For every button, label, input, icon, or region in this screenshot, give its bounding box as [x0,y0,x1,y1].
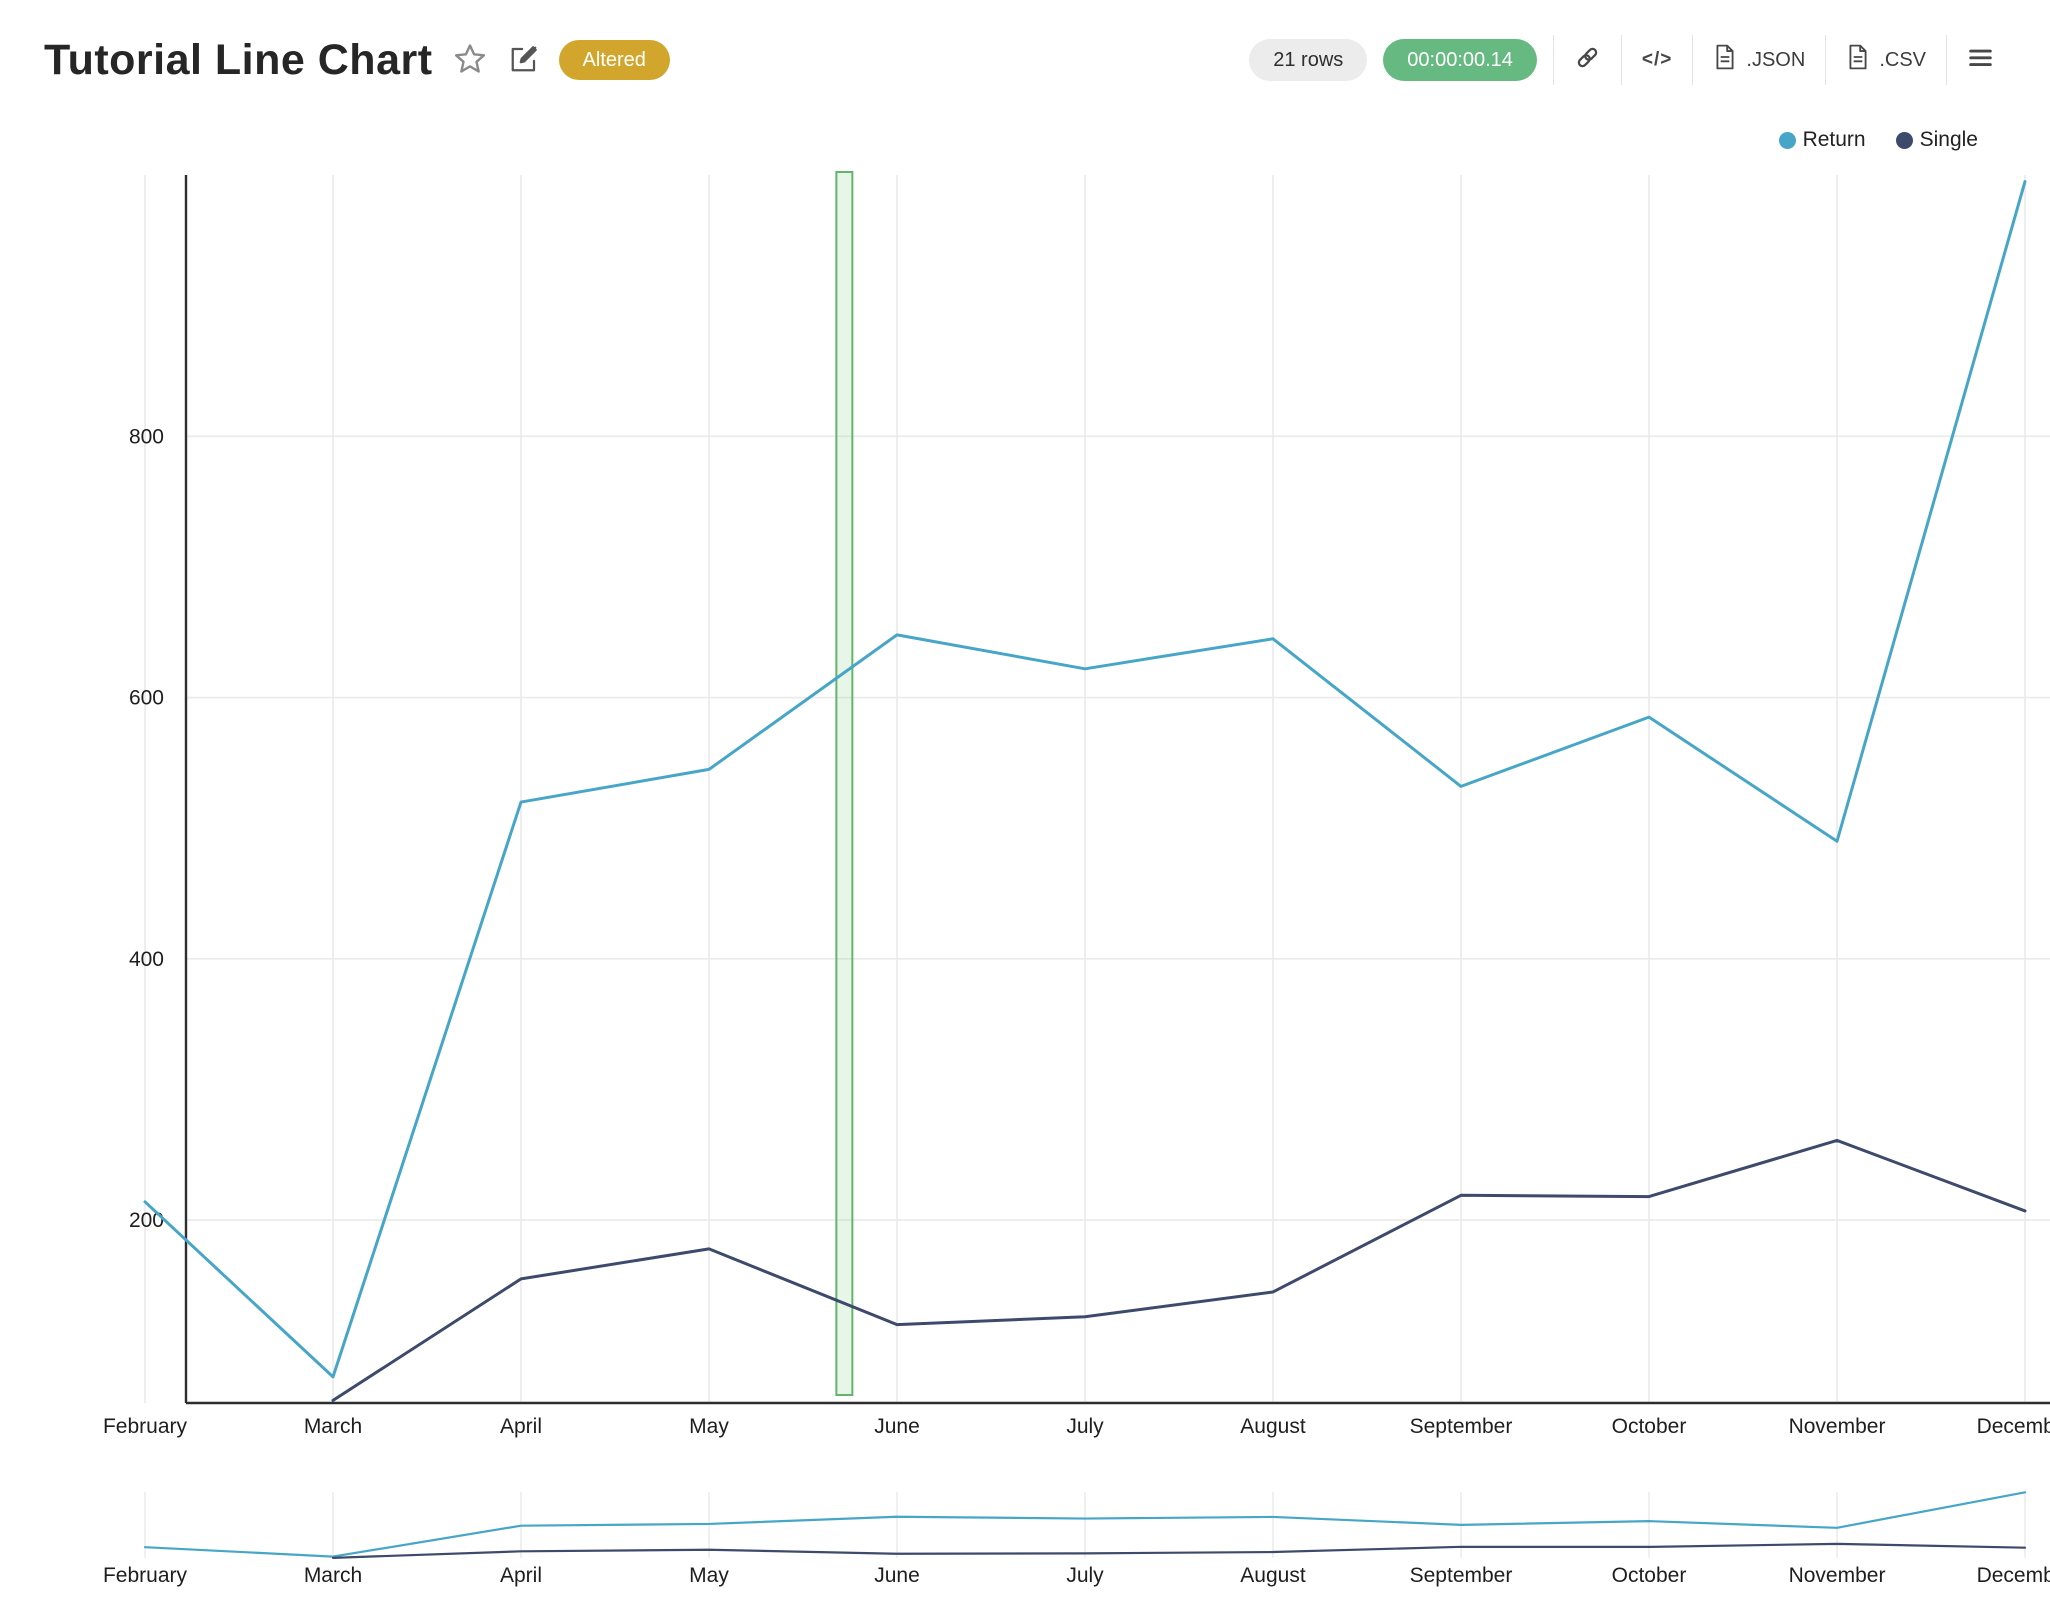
y-tick-label: 600 [129,687,164,710]
edit-icon [509,44,539,77]
toolbar-left: Tutorial Line Chart Altered [44,36,670,85]
show-code-button[interactable]: </> [1620,35,1693,85]
legend-dot [1778,131,1796,149]
page-title: Tutorial Line Chart [44,35,433,84]
legend-label: Single [1919,128,1978,151]
x-tick-label: February [103,1415,188,1438]
nav-tick-label: November [1789,1564,1886,1587]
nav-tick-label: February [103,1564,188,1587]
favorite-button[interactable] [451,40,489,81]
highlight-band[interactable] [835,171,854,1396]
x-tick-label: March [304,1415,362,1438]
nav-tick-label: March [304,1564,362,1587]
chart-legend: Return Single [1778,128,1978,152]
legend-dot [1895,131,1913,149]
copy-link-button[interactable] [1552,35,1621,85]
json-file-icon [1713,44,1737,76]
x-tick-label: June [874,1415,920,1438]
nav-tick-label: September [1410,1564,1513,1587]
nav-tick-label: December [1977,1564,2050,1587]
hamburger-icon [1967,44,1994,77]
row-count-badge: 21 rows [1249,39,1368,81]
toolbar: Tutorial Line Chart Altered [0,0,2050,104]
x-tick-label: May [689,1415,729,1438]
legend-label: Return [1802,128,1866,151]
csv-button-label: .CSV [1879,48,1926,71]
series-line-single[interactable] [331,1138,2027,1402]
csv-file-icon [1846,44,1870,76]
x-tick-label: December [1977,1415,2050,1438]
nav-series-line-return[interactable] [143,1491,2027,1558]
x-tick-label: October [1612,1415,1687,1438]
star-icon [453,42,487,79]
execution-time-badge: 00:00:00.14 [1383,39,1537,81]
altered-badge: Altered [558,40,670,80]
nav-tick-label: July [1066,1564,1104,1587]
main-line-chart[interactable]: 200 400 600 800 February March April May June Jul… [0,0,2050,1470]
legend-item-return[interactable]: Return [1778,128,1866,152]
menu-button[interactable] [1946,35,2014,85]
navigator-chart[interactable]: February March April May June July August Septe… [0,1470,2050,1598]
y-tick-label: 800 [129,425,164,448]
nav-tick-label: May [689,1564,729,1587]
x-tick-label: September [1410,1415,1513,1438]
code-icon: </> [1641,49,1673,70]
x-tick-label: November [1789,1415,1886,1438]
nav-series-line-single[interactable] [331,1542,2027,1559]
edit-button[interactable] [507,42,541,79]
link-icon [1574,44,1601,77]
legend-item-single[interactable]: Single [1895,128,1978,152]
x-tick-label: July [1066,1415,1104,1438]
json-button-label: .JSON [1746,48,1806,71]
export-json-button[interactable]: .JSON [1692,35,1826,85]
export-button-group: </> .JSON [1552,35,2014,85]
toolbar-right: 21 rows 00:00:00.14 </> [1249,35,2014,85]
nav-tick-label: August [1240,1564,1306,1587]
y-tick-label: 200 [129,1209,164,1232]
export-csv-button[interactable]: .CSV [1825,35,1946,85]
nav-tick-label: June [874,1564,920,1587]
series-line-return[interactable] [143,180,2027,1379]
nav-tick-label: April [500,1564,542,1587]
y-tick-label: 400 [129,948,164,971]
x-tick-label: August [1240,1415,1306,1438]
nav-tick-label: October [1612,1564,1687,1587]
x-tick-label: April [500,1415,542,1438]
